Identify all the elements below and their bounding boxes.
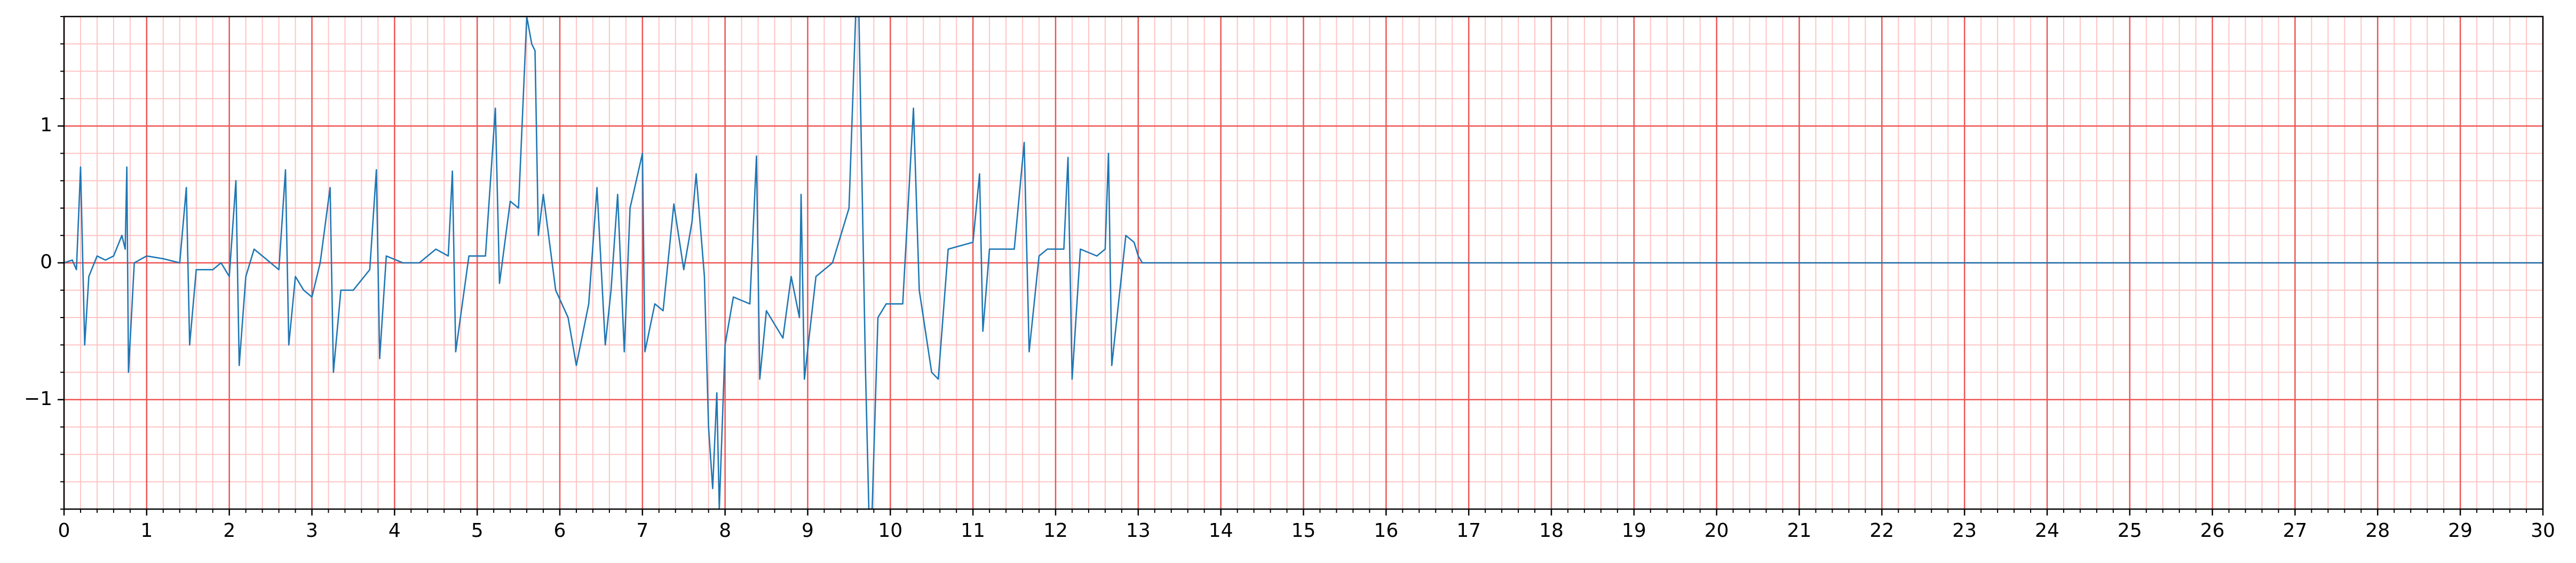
x-tick-label: 26	[2200, 520, 2225, 542]
x-tick-label: 20	[1705, 520, 1729, 542]
x-tick-label: 8	[719, 520, 731, 542]
y-tick-label: 1	[40, 114, 52, 136]
x-tick-label: 27	[2283, 520, 2308, 542]
x-tick-label: 7	[636, 520, 648, 542]
x-tick-label: 16	[1374, 520, 1398, 542]
x-tick-label: 21	[1787, 520, 1812, 542]
y-tick-label: −1	[24, 388, 52, 410]
line	[64, 17, 2543, 509]
x-tick-label: 17	[1456, 520, 1481, 542]
x-tick-label: 24	[2035, 520, 2059, 542]
x-tick-label: 18	[1539, 520, 1564, 542]
x-tick-label: 13	[1126, 520, 1151, 542]
x-tick-label: 30	[2531, 520, 2555, 542]
x-tick-label: 19	[1622, 520, 1646, 542]
x-tick-label: 1	[140, 520, 153, 542]
x-tick-label: 25	[2118, 520, 2142, 542]
x-tick-label: 22	[1869, 520, 1894, 542]
x-tick-label: 9	[802, 520, 814, 542]
x-tick-label: 2	[223, 520, 235, 542]
x-tick-label: 15	[1291, 520, 1316, 542]
x-tick-label: 6	[554, 520, 566, 542]
x-tick-label: 4	[389, 520, 401, 542]
x-tick-label: 12	[1043, 520, 1068, 542]
x-tick-label: 10	[878, 520, 902, 542]
x-tick-label: 14	[1209, 520, 1233, 542]
x-tick-label: 29	[2448, 520, 2472, 542]
x-tick-label: 3	[306, 520, 318, 542]
x-tick-label: 5	[471, 520, 484, 542]
axes: 0 1 2 3 4 5 6 7 8 9 10 11 12 13 14 15 16 17 18 19 20 21 22 23 24…	[24, 15, 2555, 542]
x-tick-label: 28	[2365, 520, 2390, 542]
x-tick-label: 23	[1952, 520, 1977, 542]
x-tick-label: 0	[58, 520, 70, 542]
x-tick-label: 11	[961, 520, 985, 542]
plot	[64, 17, 2543, 509]
axes-frame	[63, 15, 2544, 510]
y-tick-label: 0	[40, 251, 52, 273]
